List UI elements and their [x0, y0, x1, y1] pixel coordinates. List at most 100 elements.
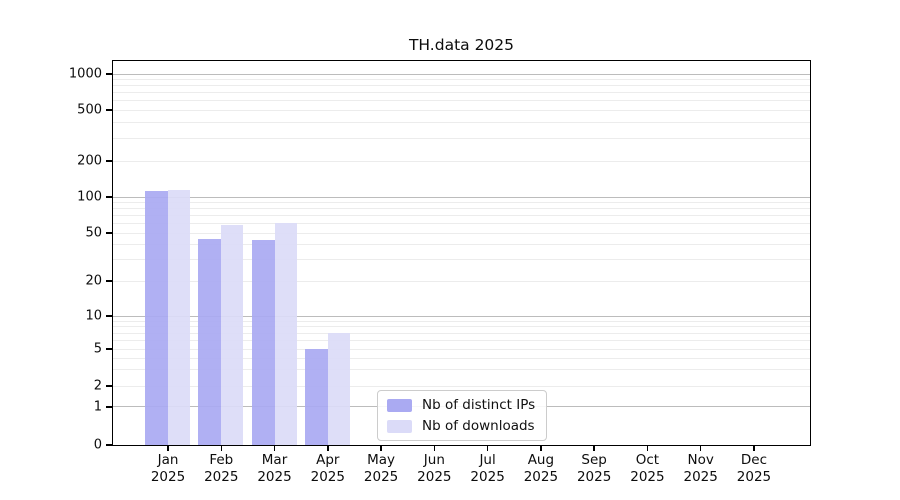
x-tick-month: Aug — [527, 452, 555, 468]
bar-downloads — [221, 225, 244, 445]
x-tick-mark — [433, 445, 436, 451]
bar-downloads — [274, 222, 297, 445]
bar-distinct-ips — [304, 349, 328, 445]
chart-title: TH.data 2025 — [408, 36, 515, 54]
y-tick-mark — [106, 348, 113, 350]
y-tick-label: 0 — [93, 437, 102, 453]
grid-line-minor — [113, 85, 810, 87]
y-tick-label: 1000 — [68, 66, 102, 82]
grid-line-minor — [113, 244, 810, 246]
grid-line-minor — [113, 79, 810, 80]
x-tick-year: 2025 — [470, 469, 505, 485]
bar-distinct-ips — [198, 238, 222, 445]
grid-line-minor — [113, 137, 810, 139]
x-tick-mark — [700, 445, 702, 451]
y-tick-label: 1 — [93, 399, 102, 415]
x-tick-month: Feb — [209, 452, 234, 468]
x-tick-month: Jun — [423, 452, 445, 468]
y-tick-mark — [106, 280, 113, 282]
grid-line-minor — [113, 223, 810, 225]
x-tick-mark — [593, 445, 595, 451]
x-tick-label: Sep 2025 — [549, 452, 639, 486]
x-tick-year: 2025 — [257, 469, 292, 485]
bar-distinct-ips — [251, 239, 275, 445]
y-tick-label: 500 — [77, 102, 102, 118]
y-tick-mark — [106, 385, 113, 387]
x-tick-label: Mar 2025 — [230, 452, 320, 486]
y-tick-mark — [106, 444, 113, 446]
y-tick-label: 5 — [93, 341, 102, 357]
grid-line-minor — [113, 160, 810, 162]
grid-line-minor — [113, 259, 810, 261]
grid-line-minor — [113, 357, 810, 359]
x-tick-month: Apr — [316, 452, 340, 468]
y-tick-label: 50 — [85, 225, 102, 241]
grid-line-minor — [113, 326, 810, 328]
bar-distinct-ips — [145, 190, 168, 445]
y-tick-label: 2 — [93, 378, 102, 394]
chart-layers: 0 1 2 5 10 20 50 100 200 500 1000 Jan 2025 Feb 2025 Mar… — [69, 61, 810, 485]
grid-line-minor — [113, 332, 810, 334]
x-tick-mark — [540, 445, 542, 451]
grid-line-minor — [113, 369, 810, 371]
x-tick-year: 2025 — [736, 469, 772, 485]
x-tick-year: 2025 — [576, 469, 612, 485]
x-tick-mark — [380, 445, 382, 451]
grid-line-minor — [113, 121, 810, 123]
y-tick-mark — [106, 196, 113, 198]
x-tick-mark — [273, 445, 276, 451]
x-tick-year: 2025 — [204, 469, 239, 485]
x-tick-month: Jan — [157, 452, 179, 468]
legend-swatch-distinct-ips — [387, 398, 412, 412]
grid-line-minor — [113, 109, 810, 111]
x-tick-year: 2025 — [363, 469, 399, 485]
legend-swatch-downloads — [387, 419, 412, 433]
grid-line-minor — [113, 320, 810, 322]
grid-line-minor — [113, 232, 810, 234]
x-tick-month: Dec — [740, 452, 768, 468]
x-tick-month: Sep — [581, 452, 607, 468]
legend-item-downloads: Nb of downloads — [387, 418, 535, 434]
x-tick-label: Dec 2025 — [709, 452, 799, 486]
x-tick-label: Feb 2025 — [176, 452, 266, 486]
x-tick-label: May 2025 — [336, 452, 426, 486]
grid-line-minor — [113, 385, 810, 387]
x-tick-mark — [327, 445, 329, 451]
x-tick-year: 2025 — [683, 469, 718, 485]
grid-line-major — [113, 315, 810, 317]
legend: Nb of distinct IPs Nb of downloads — [377, 390, 548, 441]
x-tick-year: 2025 — [150, 469, 186, 485]
grid-line-minor — [113, 208, 810, 210]
grid-line-minor — [113, 348, 810, 350]
grid-line-minor — [113, 215, 810, 217]
x-tick-label: Apr 2025 — [283, 452, 373, 486]
y-tick-label: 200 — [77, 153, 102, 169]
legend-item-distinct-ips: Nb of distinct IPs — [387, 397, 535, 413]
y-tick-mark — [106, 73, 113, 75]
x-tick-label: Jun 2025 — [389, 452, 479, 486]
x-tick-label: Jul 2025 — [443, 452, 533, 486]
x-tick-month: Oct — [635, 452, 660, 468]
grid-line-minor — [113, 280, 810, 282]
x-tick-mark — [486, 445, 489, 451]
grid-line-minor — [113, 100, 810, 102]
x-tick-mark — [646, 445, 649, 451]
y-tick-mark — [106, 232, 113, 234]
x-tick-month: Jul — [479, 452, 496, 468]
y-tick-mark — [106, 406, 113, 408]
grid-line-major — [113, 196, 810, 198]
x-tick-mark — [220, 445, 222, 451]
grid-line-minor — [113, 339, 810, 341]
x-tick-label: Aug 2025 — [496, 452, 586, 486]
bar-downloads — [168, 190, 190, 445]
y-tick-label: 100 — [77, 189, 102, 205]
x-tick-label: Jan 2025 — [123, 452, 213, 486]
x-tick-month: Nov — [687, 452, 714, 468]
plot-area: 0 1 2 5 10 20 50 100 200 500 1000 Jan 2025 Feb 2025 Mar… — [69, 60, 811, 485]
x-tick-month: May — [367, 452, 396, 468]
grid-line-major — [113, 73, 810, 75]
y-tick-mark — [106, 315, 113, 317]
y-tick-label: 20 — [85, 273, 102, 289]
x-tick-mark — [167, 445, 169, 451]
